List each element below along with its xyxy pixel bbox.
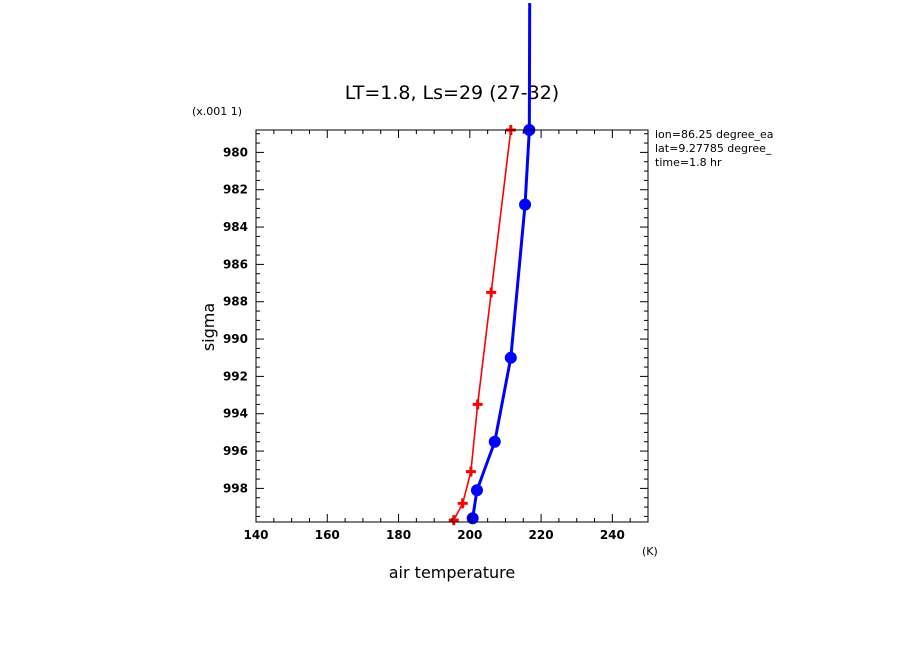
plot-frame [255, 129, 649, 523]
y-scale-note: (x.001 1) [192, 105, 242, 118]
data-point-plus [448, 515, 459, 526]
data-point-plus [486, 287, 497, 298]
y-tick-label: 994 [223, 407, 248, 421]
x-tick-label: 200 [457, 528, 482, 542]
x-axis-label: air temperature [389, 563, 515, 582]
chart-title: LT=1.8, Ls=29 (27-32) [345, 82, 559, 104]
annotation-lat: lat=9.27785 degree_ [655, 142, 772, 155]
y-tick-label: 996 [223, 444, 248, 458]
x-tick-label: 180 [386, 528, 411, 542]
annotation-lon: lon=86.25 degree_ea [655, 128, 774, 141]
x-tick-label: 220 [529, 528, 554, 542]
y-tick-label: 992 [223, 369, 248, 383]
series-line-1 [471, 3, 532, 519]
y-tick-label: 986 [223, 257, 248, 271]
annotation-time: time=1.8 hr [655, 156, 722, 169]
data-point-circle [470, 484, 483, 497]
axis-layer: 140 160 180 200 220 240 980 982 984 986 988 990 992 9… [223, 129, 649, 542]
data-point-plus [457, 498, 468, 509]
x-tick-label: 140 [243, 528, 268, 542]
x-unit-label: (K) [642, 545, 658, 558]
series-line-0 [453, 129, 512, 521]
y-tick-label: 988 [223, 295, 248, 309]
data-point-plus [472, 399, 483, 410]
data-point-circle [488, 435, 501, 448]
y-tick-label: 990 [223, 332, 248, 346]
data-point-circle [504, 351, 517, 364]
x-tick-label: 240 [600, 528, 625, 542]
x-tick-label: 160 [315, 528, 340, 542]
annotation-group: lon=86.25 degree_ea lat=9.27785 degree_ … [655, 128, 774, 169]
y-tick-label: 982 [223, 183, 248, 197]
data-point-circle [519, 198, 532, 211]
y-tick-label: 984 [223, 220, 248, 234]
y-axis-label: sigma [199, 303, 218, 351]
y-tick-label: 998 [223, 481, 248, 495]
data-point-plus [465, 466, 476, 477]
y-tick-label: 980 [223, 145, 248, 159]
